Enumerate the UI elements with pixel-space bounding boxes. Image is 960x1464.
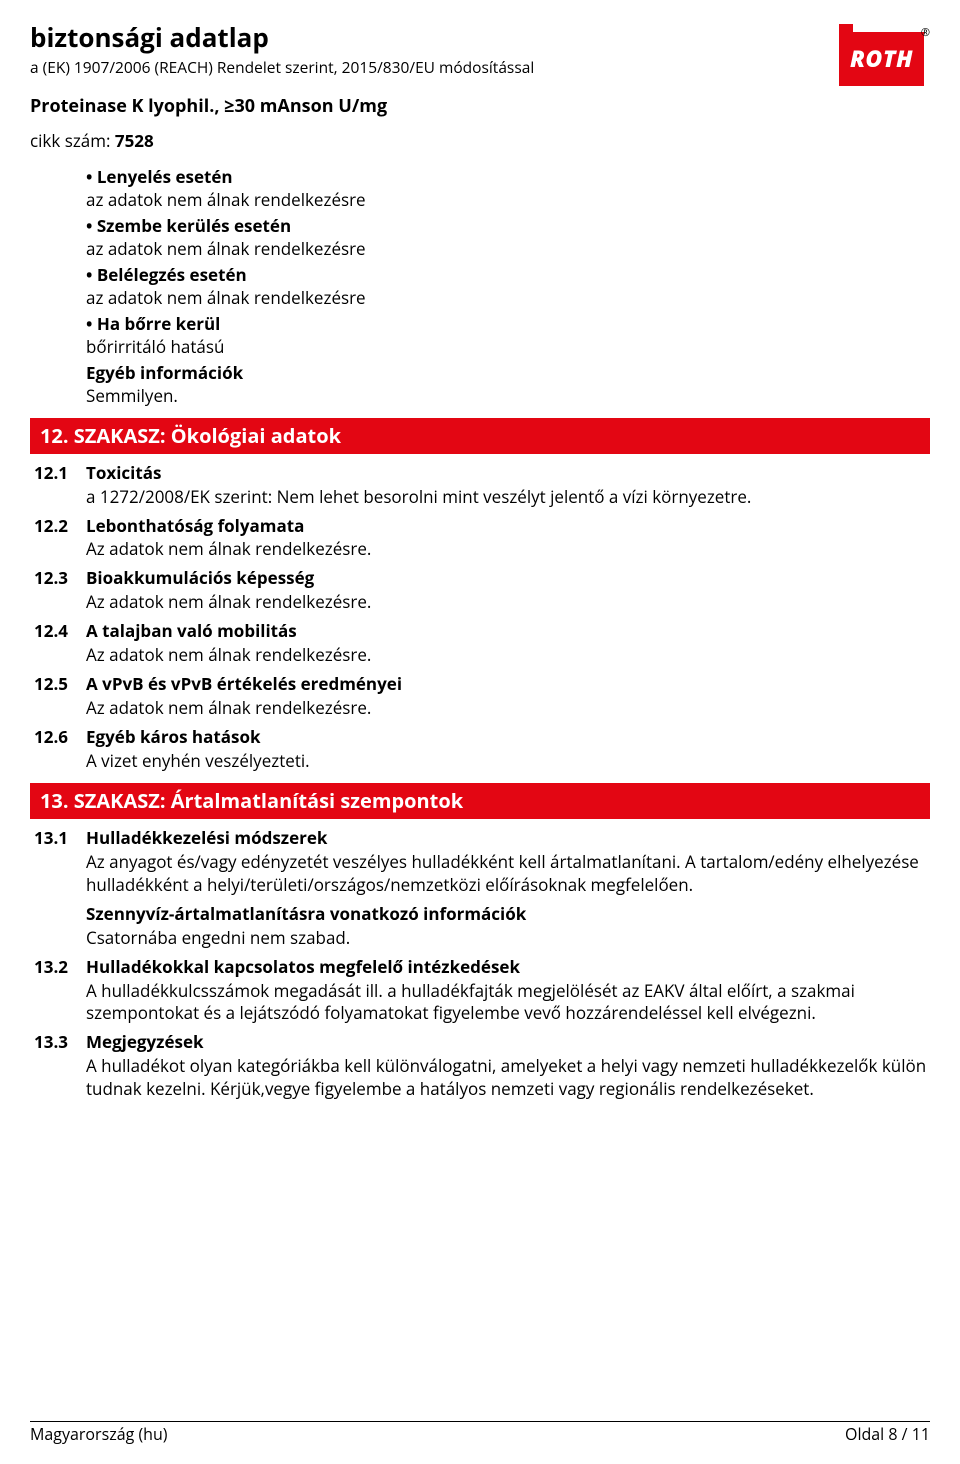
item-subtext: Csatornába engedni nem szabad. [86, 927, 930, 950]
item-num: 13.2 [30, 956, 86, 1026]
product-name: Proteinase K lyophil., ≥30 mAnson U/mg [30, 94, 839, 118]
bullet-head: Ha bőrre kerül [86, 313, 930, 336]
brand-logo-text: ROTH [839, 32, 924, 86]
item-text: Az adatok nem álnak rendelkezésre. [86, 538, 930, 561]
article-number-value: 7528 [115, 129, 154, 152]
item-title: Egyéb káros hatások [86, 726, 930, 749]
doc-subtitle: a (EK) 1907/2006 (REACH) Rendelet szerin… [30, 57, 839, 78]
item-title: Megjegyzések [86, 1031, 930, 1054]
intro-bullet-2: Szembe kerülés esetén az adatok nem álna… [86, 215, 930, 261]
header-text-block: biztonsági adatlap a (EK) 1907/2006 (REA… [30, 20, 839, 163]
item-12-5: 12.5 A vPvB és vPvB értékelés eredményei… [30, 673, 930, 720]
item-text: A hulladékot olyan kategóriákba kell kül… [86, 1055, 930, 1101]
item-title: Bioakkumulációs képesség [86, 567, 930, 590]
item-text: a 1272/2008/EK szerint: Nem lehet besoro… [86, 486, 930, 509]
item-text: Az adatok nem álnak rendelkezésre. [86, 591, 930, 614]
bullet-head: Szembe kerülés esetén [86, 215, 930, 238]
footer-right: Oldal 8 / 11 [845, 1424, 930, 1446]
item-text: Az adatok nem álnak rendelkezésre. [86, 697, 930, 720]
item-title: A vPvB és vPvB értékelés eredményei [86, 673, 930, 696]
bullet-text: bőrirritáló hatású [86, 336, 930, 359]
bullet-head: Lenyelés esetén [86, 166, 930, 189]
article-number-label: cikk szám: [30, 129, 115, 152]
footer-left: Magyarország (hu) [30, 1424, 168, 1446]
item-13-3: 13.3 Megjegyzések A hulladékot olyan kat… [30, 1031, 930, 1101]
item-12-4: 12.4 A talajban való mobilitás Az adatok… [30, 620, 930, 667]
bullet-head: Belélegzés esetén [86, 264, 930, 287]
item-title: Lebonthatóság folyamata [86, 515, 930, 538]
item-13-1: 13.1 Hulladékkezelési módszerek Az anyag… [30, 827, 930, 950]
item-12-6: 12.6 Egyéb káros hatások A vizet enyhén … [30, 726, 930, 773]
bullet-text: az adatok nem álnak rendelkezésre [86, 287, 930, 310]
extra-text: Semmilyen. [86, 385, 930, 408]
item-num: 12.5 [30, 673, 86, 720]
page-footer: Magyarország (hu) Oldal 8 / 11 [30, 1421, 930, 1446]
item-13-2: 13.2 Hulladékokkal kapcsolatos megfelelő… [30, 956, 930, 1026]
item-num: 13.1 [30, 827, 86, 950]
intro-bullet-4: Ha bőrre kerül bőrirritáló hatású [86, 313, 930, 359]
item-12-3: 12.3 Bioakkumulációs képesség Az adatok … [30, 567, 930, 614]
item-title: A talajban való mobilitás [86, 620, 930, 643]
item-num: 12.1 [30, 462, 86, 509]
bullet-text: az adatok nem álnak rendelkezésre [86, 189, 930, 212]
doc-title: biztonsági adatlap [30, 20, 839, 55]
item-text: A hulladékkulcsszámok megadását ill. a h… [86, 980, 930, 1026]
intro-extra: Egyéb információk Semmilyen. [86, 362, 930, 408]
item-num: 12.4 [30, 620, 86, 667]
section-12-banner: 12. SZAKASZ: Ökológiai adatok [30, 418, 930, 454]
item-num: 12.6 [30, 726, 86, 773]
item-title: Hulladékkezelési módszerek [86, 827, 930, 850]
item-num: 12.3 [30, 567, 86, 614]
intro-bullet-1: Lenyelés esetén az adatok nem álnak rend… [86, 166, 930, 212]
item-12-2: 12.2 Lebonthatóság folyamata Az adatok n… [30, 515, 930, 562]
intro-bullet-3: Belélegzés esetén az adatok nem álnak re… [86, 264, 930, 310]
item-text: Az adatok nem álnak rendelkezésre. [86, 644, 930, 667]
item-12-1: 12.1 Toxicitás a 1272/2008/EK szerint: N… [30, 462, 930, 509]
section-13-banner: 13. SZAKASZ: Ártalmatlanítási szempontok [30, 783, 930, 819]
extra-head: Egyéb információk [86, 362, 930, 385]
item-text: A vizet enyhén veszélyezteti. [86, 750, 930, 773]
item-text: Az anyagot és/vagy edényzetét veszélyes … [86, 851, 930, 897]
item-subhead: Szennyvíz-ártalmatlanításra vonatkozó in… [86, 903, 930, 926]
article-number: cikk szám: 7528 [30, 130, 839, 153]
bullet-text: az adatok nem álnak rendelkezésre [86, 238, 930, 261]
item-title: Toxicitás [86, 462, 930, 485]
item-num: 12.2 [30, 515, 86, 562]
brand-logo: ROTH ® [839, 24, 924, 89]
header: biztonsági adatlap a (EK) 1907/2006 (REA… [30, 20, 930, 163]
item-num: 13.3 [30, 1031, 86, 1101]
registered-icon: ® [921, 26, 930, 41]
item-title: Hulladékokkal kapcsolatos megfelelő inté… [86, 956, 930, 979]
